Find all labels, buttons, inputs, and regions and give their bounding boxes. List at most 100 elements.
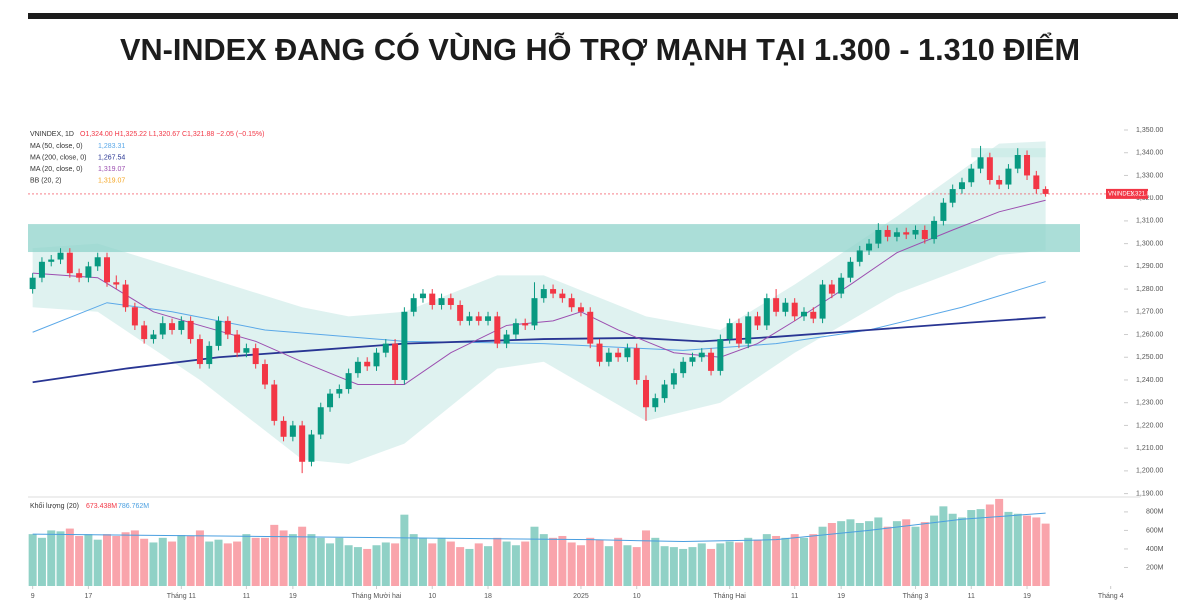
volume-bar: [744, 537, 753, 586]
candle-body: [401, 311, 408, 380]
candle-body: [419, 293, 426, 299]
volume-bar: [140, 538, 149, 586]
candle-body: [150, 334, 157, 340]
y-tick-label: 1,200.00: [1136, 468, 1163, 475]
x-tick-label: 17: [85, 593, 93, 600]
candle-body: [680, 361, 687, 374]
volume-bar: [995, 498, 1004, 586]
candle-body: [568, 298, 575, 308]
x-tick-label: 18: [484, 593, 492, 600]
candle-body: [810, 311, 817, 319]
candle-body: [670, 373, 677, 385]
y-tick-label: 1,310.00: [1136, 218, 1163, 225]
volume-bar: [316, 537, 325, 586]
volume-bar: [1023, 515, 1032, 586]
candle-body: [466, 316, 473, 321]
volume-bar: [697, 543, 706, 586]
candle-body: [522, 323, 529, 326]
volume-bar: [270, 524, 279, 586]
candle-body: [475, 316, 482, 321]
candle-body: [735, 323, 742, 344]
candle-body: [996, 179, 1003, 185]
legend-value: 1,267.54: [98, 154, 125, 161]
volume-bar: [772, 535, 781, 586]
volume-bar: [288, 534, 297, 586]
volume-bar: [102, 534, 111, 586]
candle-body: [131, 307, 138, 326]
candle-body: [66, 252, 73, 274]
support-zone: [28, 224, 1080, 253]
volume-bar: [279, 530, 288, 586]
candle-body: [494, 316, 501, 344]
x-tick-label: 11: [968, 593, 975, 600]
volume-bar: [799, 537, 808, 586]
volume-bar: [409, 534, 418, 586]
candle-body: [800, 311, 807, 317]
volume-bar: [158, 537, 167, 586]
volume-bar: [474, 543, 483, 586]
volume-bar: [595, 539, 604, 586]
x-tick-label: 2025: [573, 593, 589, 600]
volume-bar: [911, 526, 920, 586]
candle-body: [485, 316, 492, 321]
volume-bar: [865, 521, 874, 586]
volume-bar: [121, 532, 130, 586]
volume-bar: [1013, 513, 1022, 586]
volume-bar: [1004, 511, 1013, 586]
volume-bar: [1041, 523, 1050, 586]
volume-bar: [976, 509, 985, 586]
volume-bar: [614, 537, 623, 586]
candle-body: [763, 298, 770, 326]
volume-bar: [326, 543, 335, 586]
candle-body: [726, 323, 733, 340]
volume-bar: [642, 530, 651, 586]
volume-bar: [391, 543, 400, 586]
candle-body: [847, 261, 854, 278]
candle-body: [931, 220, 938, 240]
y-tick-label: 1,190.00: [1136, 490, 1163, 497]
y-tick-label: 1,330.00: [1136, 172, 1163, 179]
volume-bar: [381, 542, 390, 586]
candle-body: [540, 289, 547, 299]
candle-body: [893, 232, 900, 237]
candle-body: [512, 323, 519, 335]
volume-bar: [855, 523, 864, 586]
candle-body: [986, 157, 993, 180]
volume-bar: [734, 542, 743, 586]
candle-body: [550, 289, 557, 294]
volume-bar: [56, 531, 65, 586]
candle-body: [1042, 189, 1049, 194]
x-tick-label: 10: [428, 593, 436, 600]
candle-body: [364, 361, 371, 367]
candle-body: [912, 229, 919, 235]
volume-bar: [428, 543, 437, 586]
volume-bar: [177, 535, 186, 586]
candle-body: [317, 407, 324, 435]
x-tick-label: Tháng 3: [903, 593, 929, 600]
candle-body: [29, 277, 36, 290]
volume-bar: [530, 526, 539, 586]
volume-bar: [484, 546, 493, 586]
candle-body: [791, 302, 798, 317]
volume-bar: [186, 535, 195, 586]
top-rule: [28, 13, 1178, 19]
volume-bar: [827, 523, 836, 586]
volume-bar: [576, 545, 585, 586]
volume-bar: [456, 547, 465, 586]
volume-bar: [604, 546, 613, 586]
candle-body: [94, 257, 101, 267]
volume-bar: [112, 535, 121, 586]
candle-body: [159, 323, 166, 335]
volume-bar: [837, 521, 846, 586]
volume-bar: [65, 528, 74, 586]
volume-bar: [790, 534, 799, 586]
volume-bar: [363, 548, 372, 586]
y-tick-label: 1,230.00: [1136, 400, 1163, 407]
chart-title: VN-INDEX ĐANG CÓ VÙNG HỖ TRỢ MẠNH TẠI 1.…: [120, 31, 1080, 67]
volume-bar: [939, 506, 948, 586]
candle-body: [169, 323, 176, 330]
volume-bar: [967, 510, 976, 586]
volume-bar: [883, 526, 892, 586]
volume-bar: [195, 530, 204, 586]
candle-body: [949, 189, 956, 203]
